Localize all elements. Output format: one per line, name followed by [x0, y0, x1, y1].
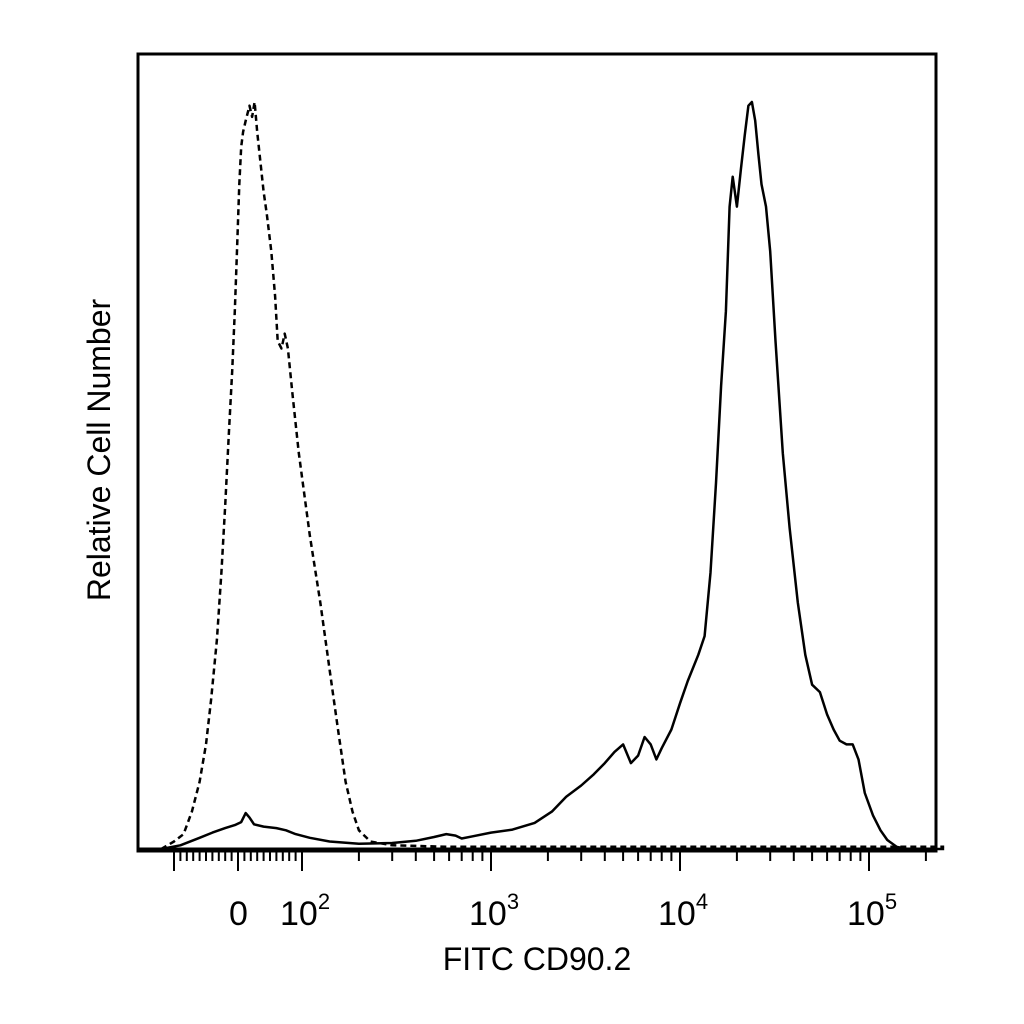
x-tick-label: 0 — [229, 895, 248, 933]
y-axis-title: Relative Cell Number — [81, 298, 117, 601]
x-axis-ticks — [138, 847, 936, 871]
x-axis-tick-labels: 0 102 103 104 105 — [229, 889, 897, 933]
series-layer — [160, 100, 945, 851]
x-tick-label: 103 — [469, 889, 519, 933]
x-tick-label: 105 — [847, 889, 897, 933]
x-axis-title: FITC CD90.2 — [443, 941, 631, 977]
plot-frame — [136, 52, 938, 853]
x-tick-label: 104 — [658, 889, 708, 933]
x-tick-label: 102 — [280, 889, 330, 933]
series-line-dashed — [160, 100, 945, 851]
series-line-solid — [160, 100, 945, 851]
